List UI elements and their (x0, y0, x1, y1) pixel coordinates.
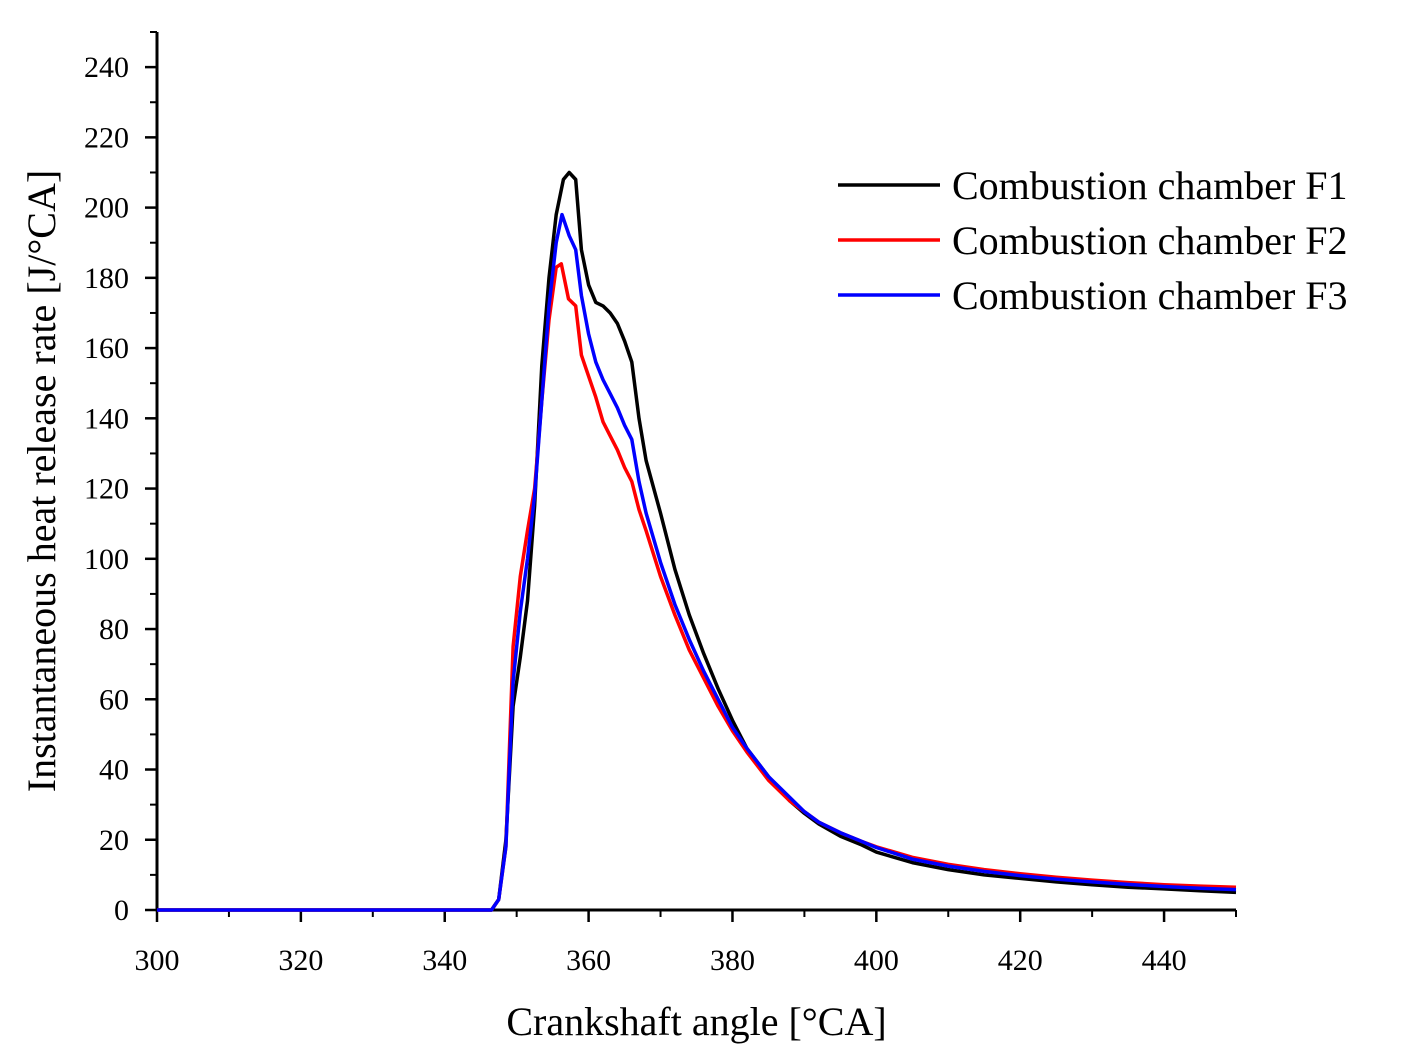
y-axis-title: Instantaneous heat release rate [J/°CA] (19, 170, 64, 792)
x-tick-label: 300 (135, 944, 180, 977)
y-tick-label: 180 (84, 262, 129, 295)
y-tick-label: 200 (84, 192, 129, 225)
legend-label-f3: Combustion chamber F3 (952, 273, 1348, 318)
y-tick-label: 60 (99, 683, 129, 716)
series-layer (157, 170, 1237, 912)
y-tick-label: 160 (84, 332, 129, 365)
y-tick-label: 0 (114, 894, 129, 927)
y-tick-label: 220 (84, 121, 129, 154)
axes: 300 320 340 360 380 400 420 440 0 20 40 60 80 100 120 1… (84, 31, 1237, 977)
legend-label-f1: Combustion chamber F1 (952, 163, 1348, 208)
legend-label-f2: Combustion chamber F2 (952, 218, 1348, 263)
y-tick-label: 140 (84, 402, 129, 435)
x-tick-label: 320 (278, 944, 323, 977)
y-tick-label: 100 (84, 543, 129, 576)
y-tick-label: 80 (99, 613, 129, 646)
x-tick-label: 360 (566, 944, 611, 977)
y-tick-label: 20 (99, 824, 129, 857)
x-tick-label: 440 (1142, 944, 1187, 977)
x-axis-title: Crankshaft angle [°CA] (506, 999, 886, 1044)
y-tick-label: 120 (84, 473, 129, 506)
y-tick-label: 240 (84, 51, 129, 84)
series-line-f2 (157, 262, 1237, 912)
y-tick-label: 40 (99, 754, 129, 787)
x-tick-label: 380 (710, 944, 755, 977)
series-line-f3 (157, 212, 1237, 912)
x-tick-label: 420 (998, 944, 1043, 977)
series-line-f1 (157, 170, 1237, 912)
x-tick-label: 400 (854, 944, 899, 977)
legend: Combustion chamber F1 Combustion chamber … (838, 163, 1348, 318)
x-tick-label: 340 (422, 944, 467, 977)
